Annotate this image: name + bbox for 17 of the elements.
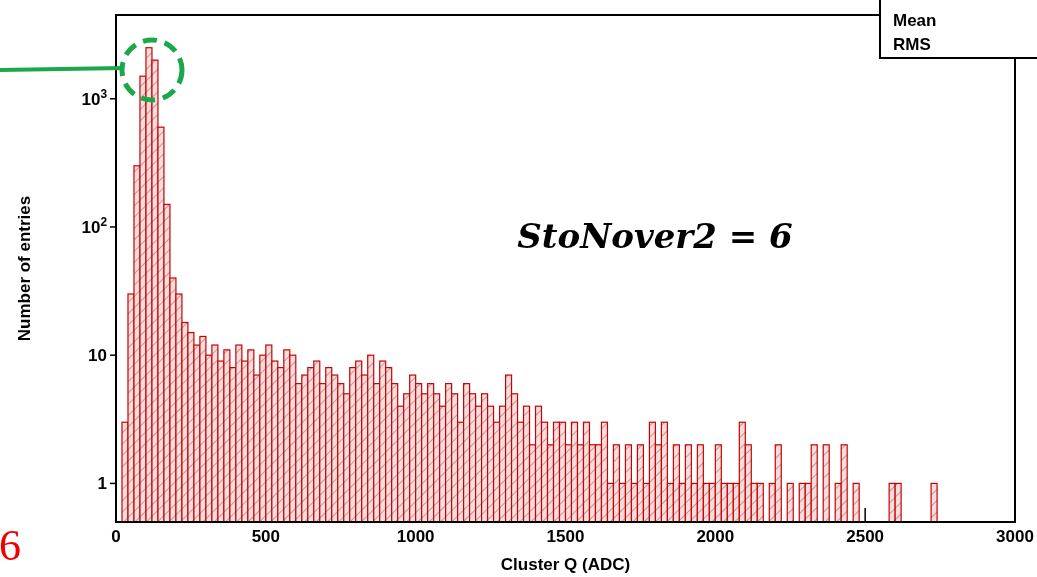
x-tick-label: 1500	[546, 527, 585, 546]
x-tick-label: 3000	[996, 527, 1034, 546]
x-axis-title: Cluster Q (ADC)	[500, 555, 631, 574]
annotation: RMS	[893, 35, 931, 54]
text: 6	[0, 521, 21, 570]
y-axis-title: Number of entries	[15, 195, 34, 342]
y-tick-label: 10	[88, 346, 107, 366]
y-tick-label: 10$^{2}$	[81, 214, 108, 237]
x-tick-label: 1000	[396, 527, 435, 546]
x-tick-label: 2000	[696, 527, 735, 546]
y-tick-label: 10$^{3}$	[81, 86, 108, 109]
x-tick-label: 0	[111, 527, 121, 546]
x-tick-label: 2500	[846, 527, 885, 546]
y-tick-label: 1	[97, 474, 107, 494]
annotation: StoNover2 = 6	[517, 216, 793, 256]
x-tick-label: 500	[251, 527, 281, 546]
annotation: Mean	[893, 11, 937, 30]
